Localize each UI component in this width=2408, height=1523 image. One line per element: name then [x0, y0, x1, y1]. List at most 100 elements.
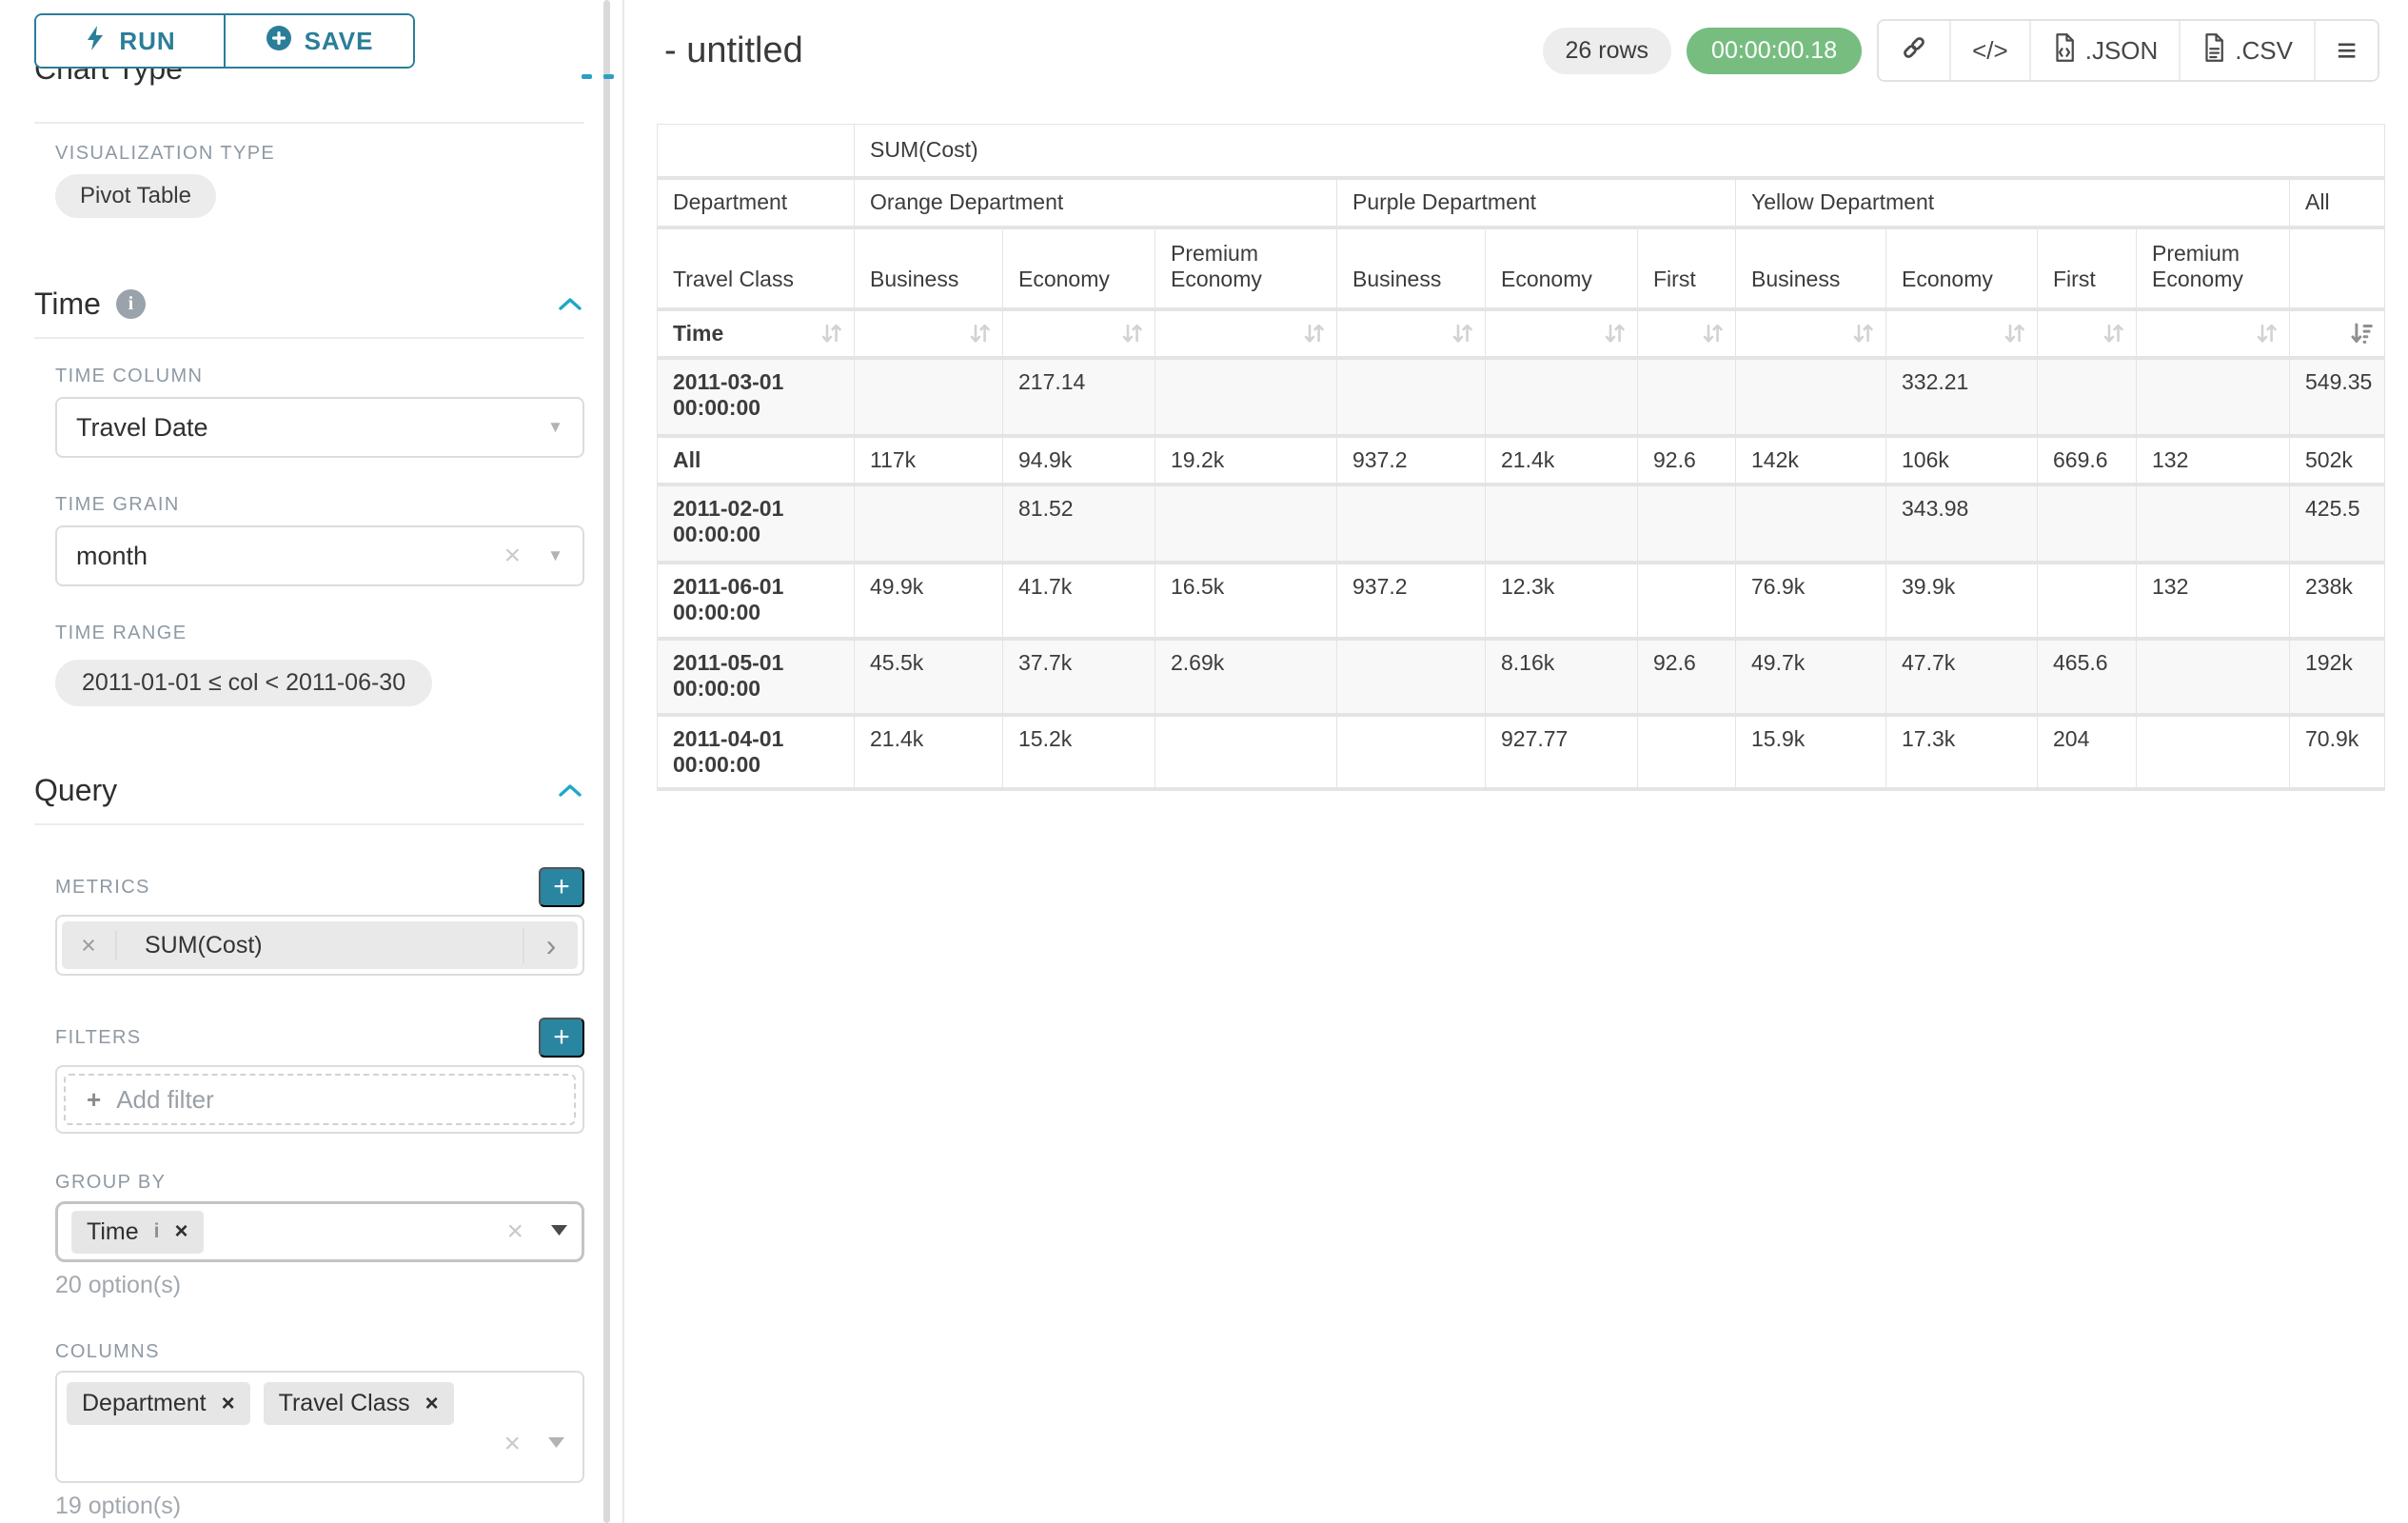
share-link-button[interactable] — [1879, 21, 1950, 80]
sort-header-cell[interactable] — [2288, 308, 2386, 360]
sort-header-cell[interactable] — [1485, 308, 1638, 360]
sort-header-cell[interactable] — [1002, 308, 1155, 360]
time-section-header[interactable]: Time i — [34, 287, 584, 322]
time-sort-header[interactable]: Time — [657, 308, 855, 360]
metric-pill[interactable]: × SUM(Cost) › — [62, 921, 578, 969]
add-filter-text: Add filter — [116, 1084, 214, 1114]
sort-arrows-icon[interactable] — [2101, 321, 2126, 346]
sort-arrows-icon[interactable] — [1119, 321, 1145, 346]
hamburger-menu-icon: ≡ — [2336, 30, 2357, 69]
time-section-title: Time — [34, 287, 101, 321]
columns-tag: Travel Class × — [263, 1382, 454, 1425]
sort-arrows-icon[interactable] — [967, 321, 993, 346]
export-json-button[interactable]: .JSON — [2028, 21, 2180, 80]
group-by-select[interactable]: Time i × × — [55, 1201, 584, 1262]
time-grain-select[interactable]: month × ▼ — [55, 525, 584, 586]
metric-name: SUM(Cost) — [145, 931, 263, 959]
sort-arrows-icon[interactable] — [1301, 321, 1327, 346]
row-label: All — [657, 435, 855, 486]
pivot-cell: 8.16k — [1485, 638, 1638, 717]
time-range-label: TIME RANGE — [55, 623, 188, 643]
sort-arrows-icon[interactable] — [2002, 321, 2027, 346]
expand-metric-icon[interactable]: › — [523, 927, 578, 963]
section-divider — [34, 337, 584, 339]
chart-title[interactable]: - untitled — [664, 30, 803, 70]
column-header: Business — [1336, 227, 1486, 311]
query-section-title: Query — [34, 773, 118, 807]
sort-header-cell[interactable] — [1336, 308, 1486, 360]
pivot-cell — [1485, 484, 1638, 564]
sort-arrows-icon[interactable] — [1700, 321, 1726, 346]
chevron-down-icon[interactable]: ▼ — [547, 546, 563, 564]
clear-icon[interactable]: × — [503, 540, 522, 571]
pivot-cell: 16.5k — [1155, 562, 1337, 641]
time-column-label: TIME COLUMN — [55, 366, 204, 386]
pivot-cell: 425.5 — [2288, 484, 2386, 564]
pivot-cell: 70.9k — [2288, 714, 2386, 791]
time-range-pill[interactable]: 2011-01-01 ≤ col < 2011-06-30 — [55, 660, 433, 706]
sort-arrows-icon[interactable] — [1850, 321, 1876, 346]
run-button[interactable]: RUN — [36, 15, 224, 67]
sort-arrows-icon[interactable] — [2254, 321, 2280, 346]
sort-arrows-icon[interactable] — [1450, 321, 1475, 346]
column-group-header: Orange Department — [854, 177, 1337, 229]
export-csv-button[interactable]: .CSV — [2179, 21, 2314, 80]
columns-label: COLUMNS — [55, 1341, 160, 1362]
chevron-up-icon[interactable] — [556, 294, 584, 315]
pivot-cell: 47.7k — [1885, 638, 2038, 717]
pivot-cell: 2.69k — [1155, 638, 1337, 717]
pivot-cell: 21.4k — [854, 714, 1003, 791]
pivot-corner-cell — [657, 124, 855, 180]
csv-file-icon — [2201, 32, 2226, 69]
sort-header-cell[interactable] — [2037, 308, 2137, 360]
tag-label: Travel Class — [278, 1390, 410, 1416]
pivot-cell — [2037, 562, 2137, 641]
add-filter-plus-button[interactable]: + — [539, 1018, 584, 1058]
clear-icon[interactable]: × — [506, 1216, 523, 1247]
chevron-up-icon[interactable] — [556, 781, 584, 801]
sort-arrows-icon[interactable] — [1602, 321, 1628, 346]
table-row: 2011-06-01 00:00:00 49.9k 41.7k 16.5k 937.2 1… — [657, 562, 2386, 641]
remove-tag-icon[interactable]: × — [424, 1390, 439, 1416]
sort-header-cell[interactable] — [2136, 308, 2290, 360]
add-metric-button[interactable]: + — [539, 867, 584, 907]
add-filter-button[interactable]: + Add filter — [64, 1074, 576, 1125]
query-timer-badge: 00:00:00.18 — [1687, 27, 1863, 74]
time-grain-value: month — [76, 541, 148, 570]
pivot-cell: 37.7k — [1002, 638, 1155, 717]
columns-select[interactable]: Department × Travel Class × × — [55, 1371, 584, 1483]
pivot-cell: 21.4k — [1485, 435, 1638, 486]
pivot-cell — [1155, 484, 1337, 564]
menu-button[interactable]: ≡ — [2313, 21, 2378, 80]
chevron-down-icon[interactable] — [550, 1222, 568, 1241]
sort-header-cell[interactable] — [854, 308, 1003, 360]
chevron-down-icon[interactable] — [547, 1434, 565, 1454]
view-query-button[interactable]: </> — [1949, 21, 2029, 80]
remove-tag-icon[interactable]: × — [221, 1390, 235, 1416]
sort-header-cell[interactable] — [1885, 308, 2038, 360]
pivot-cell: 343.98 — [1885, 484, 2038, 564]
chevron-down-icon[interactable]: ▼ — [547, 418, 563, 436]
query-section-header[interactable]: Query — [34, 773, 584, 808]
remove-metric-icon[interactable]: × — [62, 930, 117, 960]
sort-header-cell[interactable] — [1735, 308, 1886, 360]
section-divider — [34, 122, 584, 124]
sort-header-cell[interactable] — [1637, 308, 1736, 360]
sort-arrows-icon[interactable] — [819, 321, 844, 346]
visualization-type-pill[interactable]: Pivot Table — [55, 174, 216, 218]
save-button[interactable]: SAVE — [224, 15, 413, 67]
remove-tag-icon[interactable]: × — [174, 1218, 188, 1244]
sort-desc-icon[interactable] — [2349, 321, 2375, 346]
pivot-cell — [2136, 484, 2290, 564]
sidebar-scrollbar[interactable] — [603, 0, 610, 1523]
info-icon[interactable]: i — [153, 1220, 160, 1242]
pivot-cell: 94.9k — [1002, 435, 1155, 486]
sort-header-cell[interactable] — [1155, 308, 1337, 360]
pivot-cell — [2037, 357, 2137, 438]
time-column-select[interactable]: Travel Date ▼ — [55, 397, 584, 458]
table-row: 2011-05-01 00:00:00 45.5k 37.7k 2.69k 8.16k 9… — [657, 638, 2386, 717]
link-icon — [1900, 33, 1928, 69]
clear-icon[interactable]: × — [503, 1428, 521, 1459]
pivot-cell: 502k — [2288, 435, 2386, 486]
pivot-cell — [1637, 714, 1736, 791]
